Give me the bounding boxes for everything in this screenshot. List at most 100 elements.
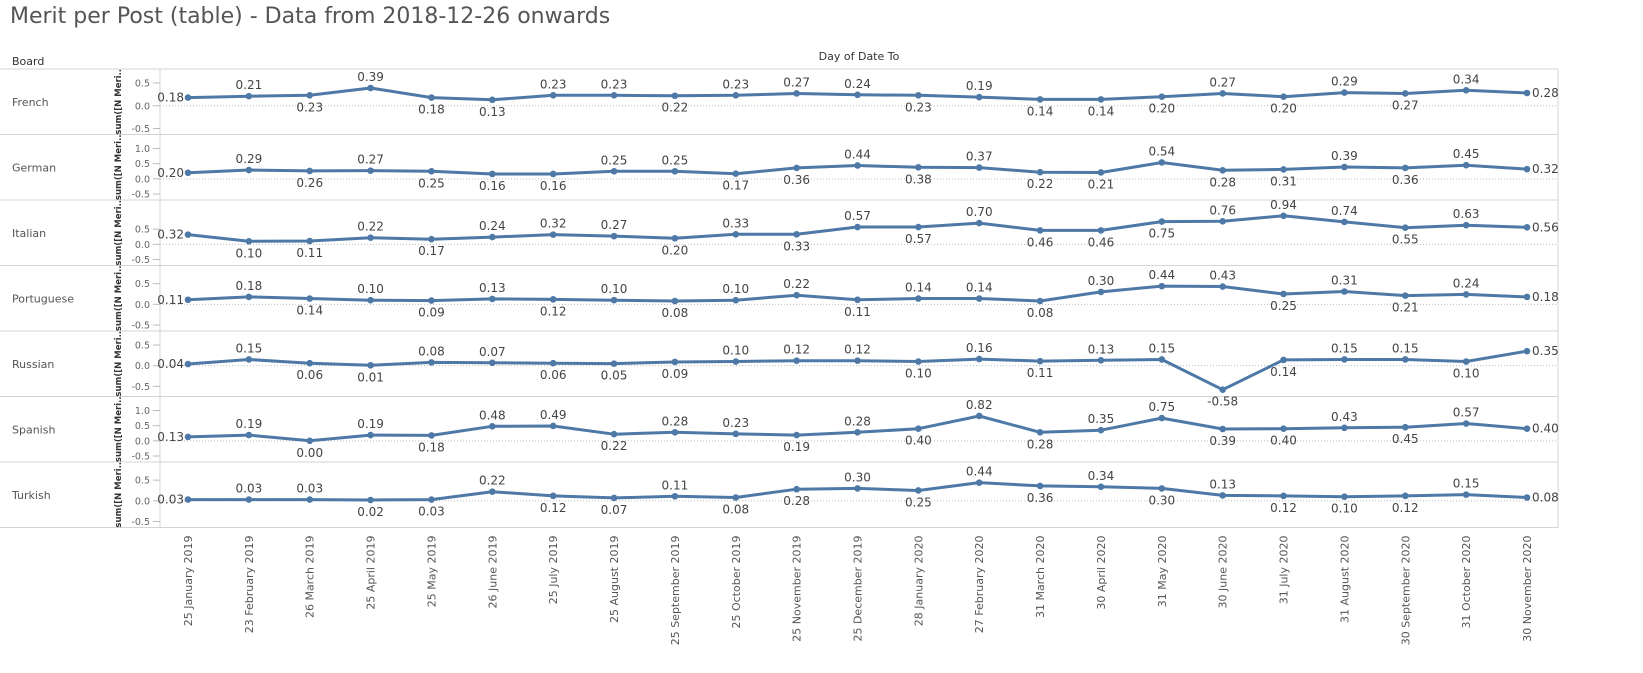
data-point[interactable] [245,92,253,100]
data-point[interactable] [1401,292,1409,299]
data-point[interactable] [1280,425,1287,433]
data-point[interactable] [1462,358,1470,365]
data-point[interactable] [1158,282,1166,290]
data-point[interactable] [1341,163,1348,171]
data-point[interactable] [1462,221,1470,229]
data-point[interactable] [854,296,861,304]
data-point[interactable] [367,496,374,504]
data-point[interactable] [1036,168,1044,176]
data-point[interactable] [671,492,679,500]
data-point[interactable] [854,429,861,436]
data-point[interactable] [1280,212,1287,220]
data-point[interactable] [975,355,983,363]
data-point[interactable] [1523,425,1531,433]
data-point[interactable] [915,487,922,494]
data-point[interactable] [1401,423,1409,431]
data-point[interactable] [367,361,374,369]
data-point[interactable] [428,167,435,175]
data-point[interactable] [1341,89,1348,96]
data-point[interactable] [793,291,800,299]
data-point[interactable] [915,164,922,171]
data-point[interactable] [1462,291,1470,298]
data-point[interactable] [915,358,922,365]
data-point[interactable] [428,496,435,503]
data-point[interactable] [610,167,618,175]
data-point[interactable] [1341,356,1348,363]
data-point[interactable] [1097,96,1105,103]
data-point[interactable] [1523,347,1531,355]
data-point[interactable] [549,170,557,178]
data-point[interactable] [367,431,374,439]
data-point[interactable] [732,296,740,304]
data-point[interactable] [306,237,314,245]
data-point[interactable] [671,429,679,436]
data-point[interactable] [1523,89,1531,97]
data-point[interactable] [428,359,435,366]
data-point[interactable] [854,162,861,169]
data-point[interactable] [975,295,983,302]
data-point[interactable] [1097,227,1105,234]
data-point[interactable] [549,422,557,430]
data-point[interactable] [975,412,983,420]
data-point[interactable] [610,91,618,99]
data-point[interactable] [306,295,314,302]
data-point[interactable] [1523,494,1531,501]
data-point[interactable] [1158,218,1166,225]
data-point[interactable] [793,90,800,97]
data-point[interactable] [245,166,253,174]
data-point[interactable] [489,422,496,430]
data-point[interactable] [549,231,557,238]
data-point[interactable] [915,425,922,433]
data-point[interactable] [1401,224,1409,231]
data-point[interactable] [245,238,253,245]
data-point[interactable] [306,437,314,445]
data-point[interactable] [732,170,740,177]
data-point[interactable] [671,358,679,366]
data-point[interactable] [610,296,618,304]
data-point[interactable] [1219,283,1226,290]
data-point[interactable] [1280,290,1287,298]
data-point[interactable] [1462,161,1470,169]
data-point[interactable] [1280,93,1287,100]
data-point[interactable] [1097,483,1105,491]
data-point[interactable] [1462,420,1470,427]
data-point[interactable] [793,231,800,238]
data-point[interactable] [1036,357,1044,365]
data-point[interactable] [1401,90,1409,97]
data-point[interactable] [854,223,861,231]
data-point[interactable] [793,485,800,493]
data-point[interactable] [671,234,679,242]
data-point[interactable] [732,494,740,501]
data-point[interactable] [1341,288,1348,295]
data-point[interactable] [1158,414,1166,422]
data-point[interactable] [549,91,557,99]
data-point[interactable] [245,356,253,363]
data-point[interactable] [732,430,740,438]
data-point[interactable] [245,431,253,439]
data-point[interactable] [1158,159,1166,166]
data-point[interactable] [549,296,557,303]
data-point[interactable] [1036,429,1044,436]
data-point[interactable] [671,92,679,100]
data-point[interactable] [1219,90,1226,97]
data-point[interactable] [1097,426,1105,434]
data-point[interactable] [1219,217,1226,225]
data-point[interactable] [610,232,618,240]
data-point[interactable] [1036,482,1044,490]
data-point[interactable] [610,494,618,502]
data-point[interactable] [610,430,618,438]
data-point[interactable] [1036,96,1044,103]
data-point[interactable] [1097,288,1105,296]
data-point[interactable] [1401,492,1409,500]
data-point[interactable] [367,167,374,174]
data-point[interactable] [793,431,800,439]
data-point[interactable] [1462,86,1470,94]
data-point[interactable] [610,360,618,367]
data-point[interactable] [489,96,496,104]
data-point[interactable] [671,297,679,305]
data-point[interactable] [245,496,253,503]
data-point[interactable] [1280,166,1287,173]
data-point[interactable] [489,233,496,241]
data-point[interactable] [367,234,374,241]
data-point[interactable] [549,492,557,500]
